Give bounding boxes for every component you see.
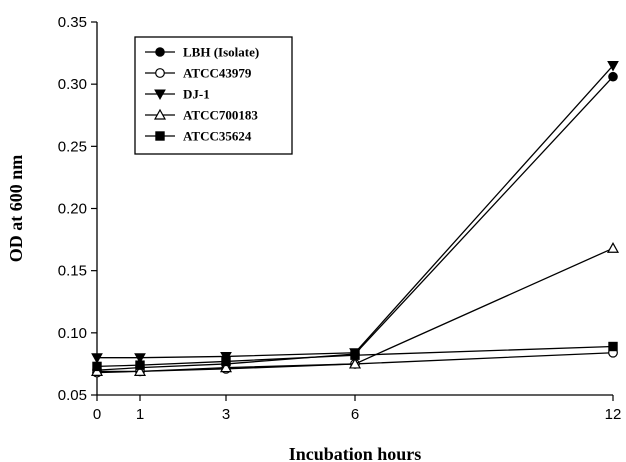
data-point — [221, 356, 231, 367]
x-tick-label: 3 — [222, 406, 230, 423]
y-tick-label: 0.20 — [58, 201, 87, 218]
data-point — [219, 361, 233, 373]
legend-item: DJ-1 — [145, 87, 210, 102]
x-axis-title: Incubation hours — [289, 444, 422, 462]
legend-item: ATCC35624 — [145, 129, 252, 144]
legend-item: LBH (Isolate) — [145, 45, 259, 60]
y-tick-label: 0.10 — [58, 325, 87, 342]
data-point — [607, 61, 619, 72]
y-axis-title: OD at 600 nm — [6, 155, 26, 263]
data-point — [92, 361, 102, 372]
data-point — [91, 353, 103, 364]
axes: 0.05 0.10 0.15 0.20 0.25 0.30 0.35 0 1 3 6 12 — [58, 14, 622, 423]
y-tick-label: 0.05 — [58, 387, 87, 404]
data-point — [153, 108, 167, 120]
data-point — [135, 360, 145, 370]
data-point — [608, 341, 618, 352]
data-point — [155, 131, 165, 141]
series-4 — [92, 341, 618, 372]
data-point — [155, 68, 165, 78]
x-tick-label: 1 — [136, 406, 144, 423]
data-point — [133, 365, 147, 376]
x-tick-label: 12 — [605, 406, 622, 423]
legend-label: ATCC700183 — [183, 108, 258, 123]
data-point — [608, 71, 618, 82]
legend-label: ATCC35624 — [183, 129, 252, 144]
y-tick-label: 0.30 — [58, 76, 87, 93]
y-tick-label: 0.35 — [58, 14, 87, 31]
data-point — [348, 357, 362, 369]
x-tick-label: 6 — [351, 406, 359, 423]
data-point — [155, 47, 165, 57]
legend-label: ATCC43979 — [183, 66, 252, 81]
legend-label: DJ-1 — [183, 87, 210, 102]
legend-item: ATCC43979 — [145, 66, 252, 81]
x-tick-label: 0 — [93, 406, 101, 423]
legend-item: ATCC700183 — [145, 108, 258, 123]
y-tick-label: 0.15 — [58, 263, 87, 280]
series-layer — [90, 61, 620, 378]
legend: LBH (Isolate) ATCC43979 DJ-1 ATCC700183 ATCC… — [134, 36, 293, 155]
y-tick-label: 0.25 — [58, 138, 87, 155]
data-point — [606, 242, 620, 253]
legend-label: LBH (Isolate) — [183, 45, 259, 60]
data-point — [350, 350, 360, 360]
data-point — [154, 89, 166, 101]
data-point — [134, 353, 146, 364]
